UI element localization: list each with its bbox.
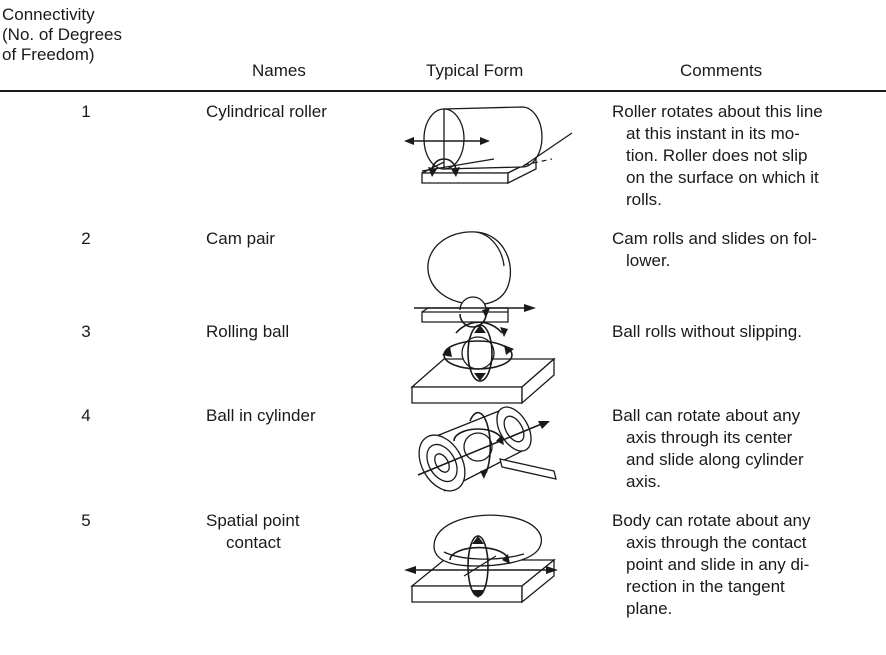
table-row: 3 Rolling ball Ball rolls without slippi… (0, 321, 886, 431)
pair-name: Rolling ball (206, 321, 406, 343)
comment-line: Roller rotates about this line (612, 102, 823, 121)
header-typical-form: Typical Form (426, 61, 524, 80)
typical-form-cell (404, 317, 604, 427)
header-connectivity-line: (No. of Degrees (2, 25, 122, 44)
ball-in-cylinder-figure (417, 406, 557, 492)
comment: Cam rolls and slides on fol- lower. (612, 228, 886, 272)
pair-name-line: Ball in cylinder (206, 406, 316, 425)
header-connectivity-line: of Freedom) (2, 45, 95, 64)
comment: Ball can rotate about any axis through i… (612, 405, 886, 493)
pair-name: Spatial point contact (206, 510, 406, 554)
comment-line: axis. (626, 472, 661, 491)
connectivity-value: 1 (81, 102, 91, 121)
typical-form-cell (404, 97, 604, 207)
typical-form-cell (404, 224, 604, 334)
typical-form-cell (404, 506, 604, 616)
comment-line: axis through the contact (626, 533, 807, 552)
table-row: 4 Ball in cylinder Ball can rotate about… (0, 405, 886, 515)
pair-name-line: Cylindrical roller (206, 102, 327, 121)
comment: Ball rolls without slipping. (612, 321, 886, 343)
comment-line: Body can rotate about any (612, 511, 811, 530)
table-row: 5 Spatial point contact Body can rotate … (0, 510, 886, 620)
comment-line: lower. (626, 251, 671, 270)
comment-line: Ball can rotate about any (612, 406, 801, 425)
comment-line: at this instant in its mo- (626, 124, 800, 143)
pair-name: Ball in cylinder (206, 405, 406, 427)
header-rule (0, 90, 886, 92)
comment-line: plane. (626, 599, 673, 618)
spatial-point-contact-figure (404, 514, 558, 604)
header-connectivity: Connectivity (No. of Degrees of Freedom) (2, 5, 202, 65)
connectivity-value: 4 (81, 406, 91, 425)
cylindrical-roller-figure (404, 106, 573, 185)
header-comments: Comments (680, 61, 763, 80)
comment-line: axis through its center (626, 428, 793, 447)
cam-pair-figure (414, 231, 536, 328)
comment-line: Ball rolls without slipping. (612, 322, 802, 341)
connectivity-value: 2 (81, 229, 91, 248)
rolling-ball-figure (410, 321, 556, 405)
connectivity-value: 3 (81, 322, 91, 341)
comment-line: on the surface on which it (626, 168, 819, 187)
pair-name-line: Rolling ball (206, 322, 290, 341)
pair-name-line: Spatial point (206, 511, 300, 530)
comment-line: point and slide in any di- (626, 555, 810, 574)
comment: Body can rotate about any axis through t… (612, 510, 886, 620)
comment: Roller rotates about this line at this i… (612, 101, 886, 211)
header-names: Names (252, 61, 306, 80)
typical-form-cell (404, 401, 604, 511)
connectivity-value: 5 (81, 511, 91, 530)
pair-name: Cylindrical roller (206, 101, 406, 123)
comment-line: Cam rolls and slides on fol- (612, 229, 818, 248)
header-connectivity-line: Connectivity (2, 5, 95, 24)
pair-name-line: contact (226, 533, 281, 552)
comment-line: tion. Roller does not slip (626, 146, 808, 165)
comment-line: rolls. (626, 190, 662, 209)
pair-name-line: Cam pair (206, 229, 275, 248)
comment-line: rection in the tangent (626, 577, 785, 596)
table-row: 1 Cylindrical roller Roller rotates abou… (0, 101, 886, 211)
pair-name: Cam pair (206, 228, 406, 250)
comment-line: and slide along cylinder (626, 450, 804, 469)
table-row: 2 Cam pair Cam rolls and slides on fol- … (0, 228, 886, 338)
